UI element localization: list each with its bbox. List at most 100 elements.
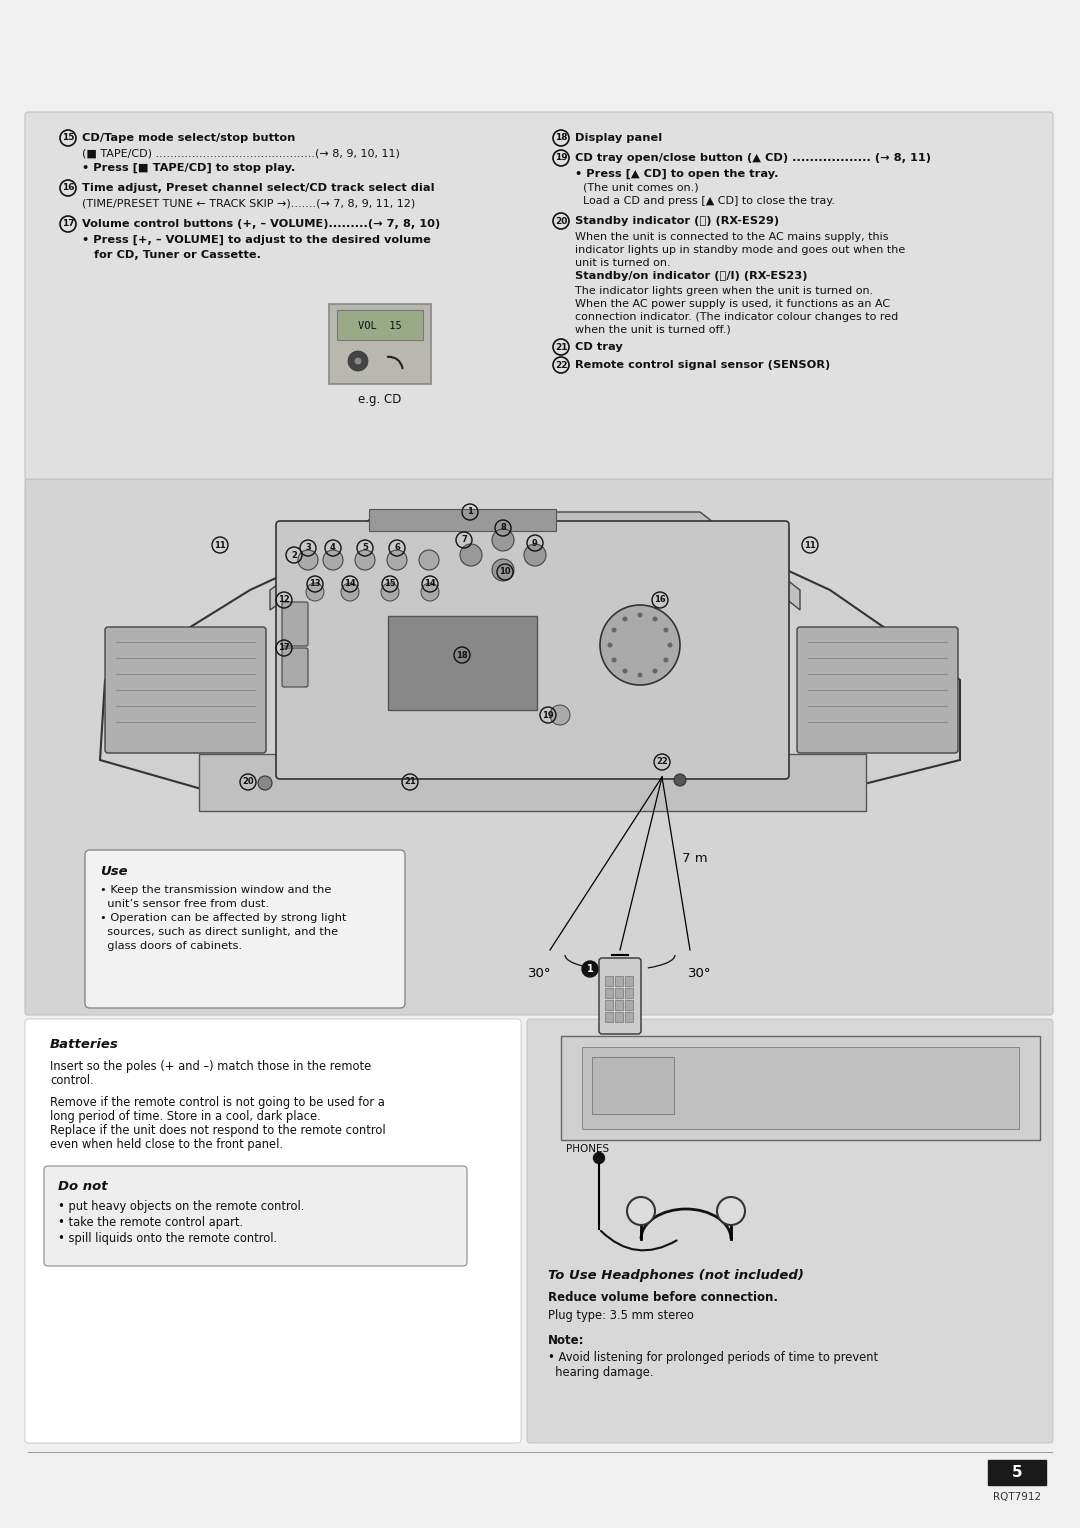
FancyBboxPatch shape: [388, 616, 537, 711]
Text: Load a CD and press [▲ CD] to close the tray.: Load a CD and press [▲ CD] to close the …: [583, 196, 835, 206]
Polygon shape: [270, 512, 800, 610]
Text: Batteries: Batteries: [50, 1038, 119, 1051]
Text: Time adjust, Preset channel select/CD track select dial: Time adjust, Preset channel select/CD tr…: [82, 183, 434, 193]
Circle shape: [717, 1196, 745, 1225]
Text: 1: 1: [586, 964, 593, 973]
Circle shape: [306, 584, 324, 601]
Text: CD tray: CD tray: [575, 342, 623, 351]
Text: 16: 16: [62, 183, 75, 193]
Circle shape: [594, 1152, 605, 1163]
FancyBboxPatch shape: [605, 999, 612, 1010]
Text: unit is turned on.: unit is turned on.: [575, 258, 671, 267]
Text: Display panel: Display panel: [575, 133, 662, 144]
Circle shape: [323, 550, 343, 570]
FancyBboxPatch shape: [85, 850, 405, 1008]
Text: • Press [▲ CD] to open the tray.: • Press [▲ CD] to open the tray.: [575, 170, 779, 179]
Circle shape: [460, 544, 482, 565]
FancyBboxPatch shape: [527, 1019, 1053, 1442]
Text: VOL  15: VOL 15: [359, 321, 402, 332]
Circle shape: [627, 1196, 654, 1225]
Text: Remote control signal sensor (SENSOR): Remote control signal sensor (SENSOR): [575, 361, 831, 370]
Text: 4: 4: [330, 544, 336, 553]
Text: Replace if the unit does not respond to the remote control: Replace if the unit does not respond to …: [50, 1125, 386, 1137]
Text: 7 m: 7 m: [681, 853, 707, 865]
Circle shape: [355, 550, 375, 570]
Text: for CD, Tuner or Cassette.: for CD, Tuner or Cassette.: [94, 251, 261, 260]
Polygon shape: [100, 530, 960, 810]
Text: 14: 14: [424, 579, 436, 588]
Circle shape: [663, 628, 669, 633]
Text: The indicator lights green when the unit is turned on.: The indicator lights green when the unit…: [575, 286, 874, 296]
Circle shape: [611, 657, 617, 663]
FancyBboxPatch shape: [615, 987, 622, 998]
Text: RQT7912: RQT7912: [993, 1491, 1041, 1502]
Text: 12: 12: [279, 596, 289, 605]
FancyBboxPatch shape: [624, 1012, 633, 1022]
Text: 30°: 30°: [528, 967, 552, 979]
Text: • Operation can be affected by strong light: • Operation can be affected by strong li…: [100, 914, 347, 923]
Text: • Avoid listening for prolonged periods of time to prevent: • Avoid listening for prolonged periods …: [548, 1351, 878, 1365]
Circle shape: [354, 358, 362, 365]
Text: when the unit is turned off.): when the unit is turned off.): [575, 325, 731, 335]
FancyBboxPatch shape: [105, 626, 266, 753]
Text: CD tray open/close button (▲ CD) .................. (→ 8, 11): CD tray open/close button (▲ CD) .......…: [575, 153, 931, 163]
Text: 20: 20: [555, 217, 567, 226]
Circle shape: [492, 559, 514, 581]
FancyBboxPatch shape: [199, 753, 866, 811]
FancyBboxPatch shape: [561, 1036, 1040, 1140]
Text: 7: 7: [461, 535, 467, 544]
Text: When the unit is connected to the AC mains supply, this: When the unit is connected to the AC mai…: [575, 232, 889, 241]
Text: 17: 17: [62, 220, 75, 229]
Text: indicator lights up in standby mode and goes out when the: indicator lights up in standby mode and …: [575, 244, 905, 255]
FancyBboxPatch shape: [592, 1057, 674, 1114]
Text: Standby indicator (⏻) (RX-ES29): Standby indicator (⏻) (RX-ES29): [575, 215, 779, 226]
Circle shape: [637, 613, 643, 617]
Text: CD/Tape mode select/stop button: CD/Tape mode select/stop button: [82, 133, 295, 144]
Text: Reduce volume before connection.: Reduce volume before connection.: [548, 1291, 778, 1303]
Text: 8: 8: [500, 524, 505, 532]
Text: 3: 3: [306, 544, 311, 553]
FancyBboxPatch shape: [44, 1166, 467, 1267]
Text: 18: 18: [456, 651, 468, 660]
Text: hearing damage.: hearing damage.: [548, 1366, 653, 1378]
Text: 11: 11: [805, 541, 815, 550]
Text: unit’s sensor free from dust.: unit’s sensor free from dust.: [100, 898, 269, 909]
Circle shape: [298, 550, 318, 570]
Text: 16: 16: [654, 596, 666, 605]
FancyBboxPatch shape: [615, 1012, 622, 1022]
Circle shape: [387, 550, 407, 570]
FancyBboxPatch shape: [25, 478, 1053, 1015]
Text: 17: 17: [279, 643, 289, 652]
FancyBboxPatch shape: [599, 958, 642, 1034]
Text: 2: 2: [292, 550, 297, 559]
Text: Standby/on indicator (⏻/I) (RX-ES23): Standby/on indicator (⏻/I) (RX-ES23): [575, 270, 808, 281]
Text: (TIME/PRESET TUNE ← TRACK SKIP →).......(→ 7, 8, 9, 11, 12): (TIME/PRESET TUNE ← TRACK SKIP →).......…: [82, 199, 415, 209]
FancyBboxPatch shape: [615, 975, 622, 986]
Text: 21: 21: [404, 778, 416, 787]
Circle shape: [667, 642, 673, 648]
Text: Do not: Do not: [58, 1180, 108, 1193]
Text: 20: 20: [242, 778, 254, 787]
Circle shape: [637, 672, 643, 677]
Text: sources, such as direct sunlight, and the: sources, such as direct sunlight, and th…: [100, 927, 338, 937]
Circle shape: [381, 584, 399, 601]
FancyBboxPatch shape: [624, 987, 633, 998]
FancyBboxPatch shape: [988, 1459, 1047, 1485]
Circle shape: [622, 616, 627, 622]
FancyBboxPatch shape: [25, 1019, 521, 1442]
FancyBboxPatch shape: [797, 626, 958, 753]
Text: 5: 5: [1012, 1465, 1023, 1481]
Text: (The unit comes on.): (The unit comes on.): [583, 183, 699, 193]
Circle shape: [258, 776, 272, 790]
Circle shape: [419, 550, 438, 570]
Circle shape: [600, 605, 680, 685]
Text: 11: 11: [214, 541, 226, 550]
FancyBboxPatch shape: [276, 521, 789, 779]
Circle shape: [652, 616, 658, 622]
Text: • take the remote control apart.: • take the remote control apart.: [58, 1216, 243, 1229]
FancyBboxPatch shape: [369, 509, 556, 532]
Text: 15: 15: [384, 579, 396, 588]
Text: Volume control buttons (+, – VOLUME).........(→ 7, 8, 10): Volume control buttons (+, – VOLUME)....…: [82, 219, 441, 229]
FancyBboxPatch shape: [282, 648, 308, 688]
FancyBboxPatch shape: [605, 987, 612, 998]
